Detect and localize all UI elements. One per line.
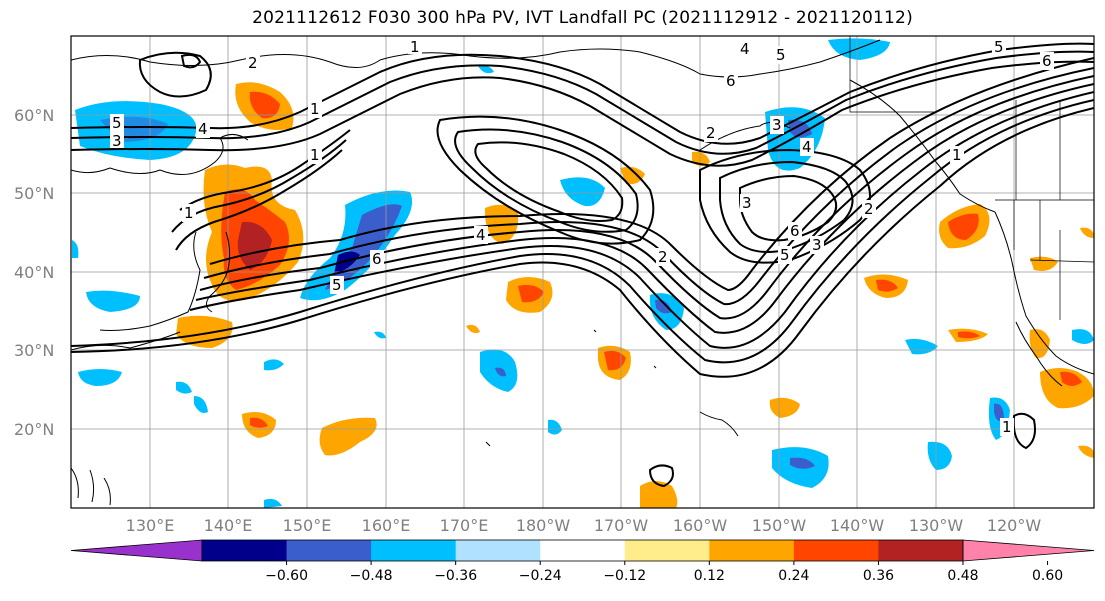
colorbar-tick-label: 0.36 [863,568,894,584]
colorbar-tick-label: −0.12 [603,568,646,584]
colorbar-segment [371,540,457,561]
positive-anomaly-shading [176,82,1094,508]
map-title: 2021112612 F030 300 hPa PV, IVT Landfall… [252,8,913,28]
contour-label: 5 [112,114,122,132]
colorbar-tick-label: 0.12 [694,568,725,584]
lat-label: 60°N [14,106,54,125]
contour-label: 6 [372,250,382,268]
colorbar-segment [286,540,372,561]
lat-label: 30°N [14,341,54,360]
contour-label: 2 [248,54,258,72]
colorbar-tick-label: −0.48 [350,568,393,584]
contour-label: 4 [476,226,486,244]
colorbar-tick-label: 0.48 [947,568,978,584]
contour-label: 1 [184,204,194,222]
colorbar-tick-label: −0.36 [434,568,477,584]
contour-label: 4 [740,40,750,58]
lat-label: 20°N [14,420,54,439]
contour-label: 5 [776,46,786,64]
colorbar-segment [624,540,710,561]
lon-label: 180°W [516,516,571,535]
contour-label: 1 [1002,418,1012,436]
contour-label: 3 [812,236,822,254]
pv-contours [71,42,1094,488]
contour-label: 1 [310,146,320,164]
contour-label: 5 [332,276,342,294]
colorbar-segment [202,540,288,561]
contour-label: 6 [1042,52,1052,70]
lon-label: 130°W [909,516,964,535]
lon-label: 160°E [362,516,411,535]
colorbar-tick-label: −0.24 [519,568,562,584]
contour-label: 6 [790,222,800,240]
negative-anomaly-shading [72,38,1094,508]
colorbar-frame [201,539,964,562]
lon-label: 150°W [752,516,807,535]
latitude-labels: 60°N 50°N 40°N 30°N 20°N [14,106,54,439]
contour-label: 1 [410,38,420,56]
colorbar-segment [793,540,879,561]
contour-label: 5 [780,246,790,264]
colorbar-extend-min [70,539,203,562]
contour-label: 1 [310,100,320,118]
lon-label: 120°W [987,516,1042,535]
lon-label: 170°E [440,516,489,535]
colorbar-segment [455,540,541,561]
lat-label: 50°N [14,184,54,203]
colorbar-segments [70,539,1095,562]
lon-label: 170°W [594,516,649,535]
lon-label: 160°W [673,516,728,535]
contour-label: 2 [706,124,716,142]
colorbar-segment [540,540,626,561]
contour-label: 2 [658,248,668,266]
lon-label: 150°E [283,516,332,535]
lon-label: 140°W [830,516,885,535]
colorbar-extend-max [962,539,1095,562]
colorbar-tick-label: 0.60 [1032,568,1063,584]
colorbar-ticks: −0.60 −0.48 −0.36 −0.24 −0.12 0.12 0.24 0.36 0.4… [265,561,1063,584]
contour-label: 2 [864,200,874,218]
contour-label: 4 [198,120,208,138]
lon-label: 130°E [126,516,175,535]
contour-label: 4 [802,138,812,156]
contour-label: 1 [952,146,962,164]
contour-label: 3 [742,194,752,212]
colorbar-tick-label: −0.60 [265,568,308,584]
pv-contour-labels: 2 1 4 5 3 1 1 4 5 6 3 1 6 2 4 5 6 2 5 3 … [110,38,1054,436]
coastlines [71,39,1094,506]
longitude-labels: 130°E 140°E 150°E 160°E 170°E 180°W 170°… [126,516,1042,535]
colorbar: −0.60 −0.48 −0.36 −0.24 −0.12 0.12 0.24 0.36 0.4… [70,539,1095,584]
lat-label: 40°N [14,263,54,282]
colorbar-segment [878,540,964,561]
contour-label: 3 [112,132,122,150]
colorbar-tick-label: 0.24 [778,568,809,584]
contour-label: 3 [772,116,782,134]
lon-label: 140°E [204,516,253,535]
colorbar-segment [709,540,795,561]
contour-label: 6 [726,72,736,90]
contour-label: 5 [994,38,1004,56]
map-frame [70,35,1095,509]
